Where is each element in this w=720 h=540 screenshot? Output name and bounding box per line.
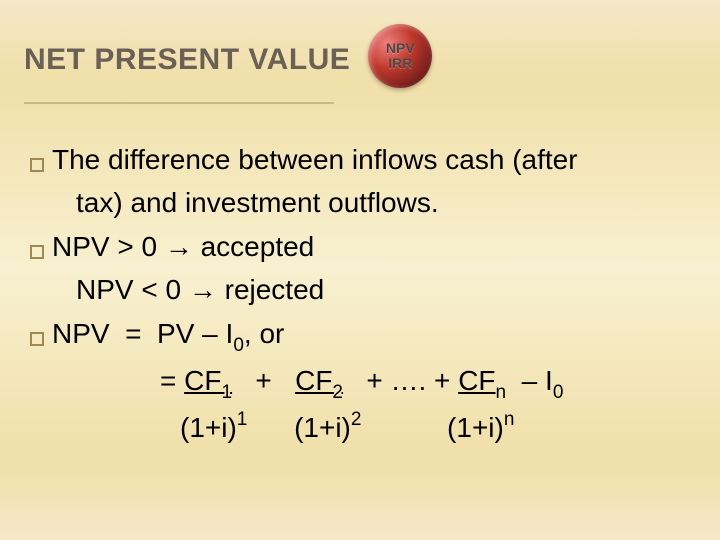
text: = CF1 + CF2 + …. + CFn – I0	[160, 359, 563, 406]
text: The difference between inflows cash (aft…	[52, 138, 578, 181]
formula-denominator: (1+i)1 (1+i)2 (1+i)n	[30, 406, 696, 449]
text	[247, 412, 294, 443]
subscript: 2	[332, 382, 343, 403]
text: NPV < 0 → rejected	[76, 268, 324, 311]
text: CF	[458, 365, 495, 396]
content: The difference between inflows cash (aft…	[24, 138, 696, 449]
slide: NET PRESENT VALUE NPV IRR The difference…	[0, 0, 720, 540]
text: (1+i)	[294, 412, 351, 443]
badge-line1: NPV	[386, 41, 415, 56]
text: – I	[506, 365, 553, 396]
subscript: n	[496, 382, 507, 403]
text: CF	[184, 365, 221, 396]
text: (1+i)1 (1+i)2 (1+i)n	[180, 406, 514, 449]
text: +	[232, 365, 295, 396]
formula-numerator: = CF1 + CF2 + …. + CFn – I0	[30, 359, 696, 406]
bullet-2-line1: NPV > 0 → accepted	[30, 225, 696, 268]
text: NPV > 0 → accepted	[52, 225, 314, 268]
title-block: NET PRESENT VALUE	[24, 43, 350, 77]
npv-irr-badge-icon: NPV IRR	[368, 24, 432, 88]
text: , or	[244, 318, 284, 349]
subscript: 0	[553, 382, 564, 403]
text: + …. +	[343, 365, 458, 396]
title-underline	[24, 102, 334, 104]
bullet-3-line1: NPV = PV – I0, or	[30, 312, 696, 359]
text: (1+i)	[447, 412, 504, 443]
text: NPV = PV – I	[52, 318, 233, 349]
superscript: 2	[351, 409, 362, 430]
text: tax) and investment outflows.	[76, 181, 439, 224]
superscript: n	[504, 409, 515, 430]
text: NPV = PV – I0, or	[52, 312, 284, 359]
square-bullet-icon	[30, 245, 44, 259]
text	[361, 412, 447, 443]
title-row: NET PRESENT VALUE NPV IRR	[24, 28, 696, 92]
square-bullet-icon	[30, 332, 44, 346]
superscript: 1	[237, 409, 248, 430]
bullet-2-line2: NPV < 0 → rejected	[30, 268, 696, 311]
badge-line2: IRR	[388, 56, 412, 71]
slide-title: NET PRESENT VALUE	[24, 43, 350, 77]
square-bullet-icon	[30, 158, 44, 172]
bullet-1-line2: tax) and investment outflows.	[30, 181, 696, 224]
subscript: 0	[233, 335, 244, 356]
bullet-1-line1: The difference between inflows cash (aft…	[30, 138, 696, 181]
text: CF	[295, 365, 332, 396]
subscript: 1	[221, 382, 232, 403]
text: (1+i)	[180, 412, 237, 443]
text: =	[160, 365, 184, 396]
